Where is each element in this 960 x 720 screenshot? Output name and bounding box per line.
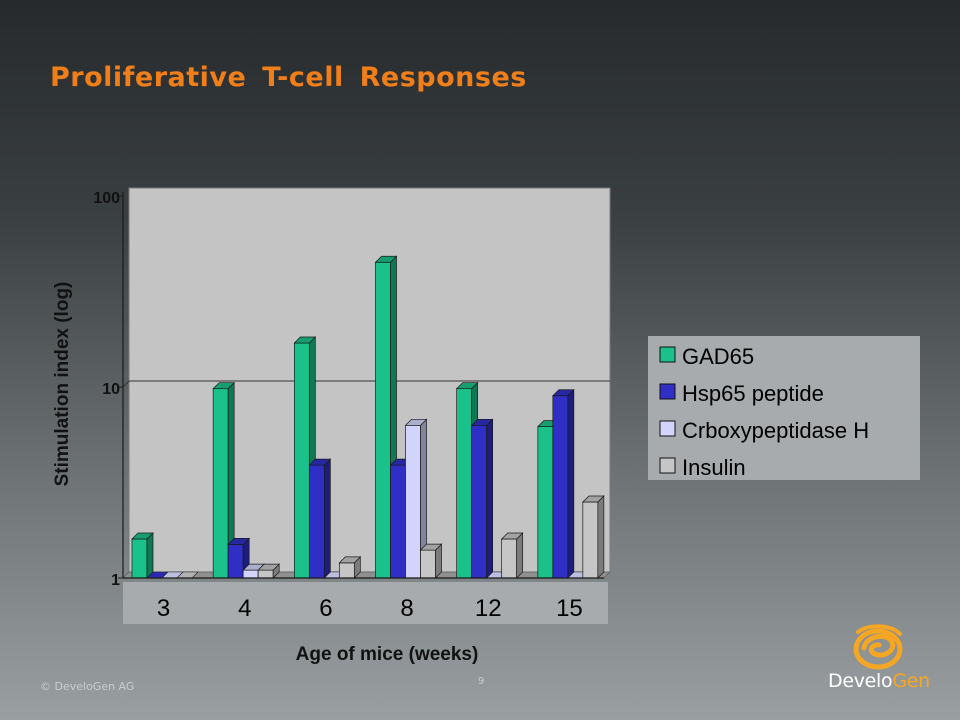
x-tick-label-4: 4	[238, 595, 251, 622]
y-tick-label-1: 1	[111, 572, 120, 589]
page-number: 9	[478, 676, 485, 687]
legend-label-insulin: Insulin	[682, 455, 746, 480]
legend-swatch-hsp65-peptide	[659, 383, 676, 400]
bar-insulin-12	[500, 532, 524, 579]
y-tick-label-10: 10	[102, 381, 120, 398]
legend-label-hsp65-peptide: Hsp65 peptide	[682, 381, 824, 406]
slide-title: Proliferative T-cell Responses	[50, 62, 527, 93]
logo-wordmark: DeveloGen	[828, 670, 930, 692]
y-tick-label-100: 100	[93, 190, 120, 207]
bar-insulin-6	[338, 556, 362, 579]
bar-insulin-4	[257, 563, 281, 579]
develogen-swirl-icon	[853, 624, 903, 670]
develogen-logo: DeveloGen	[828, 624, 930, 696]
bar-hsp65-peptide-4	[227, 537, 251, 579]
bar-insulin-15	[581, 495, 605, 579]
logo-suffix: Gen	[892, 670, 930, 692]
bar-crboxypeptidase-h-8	[404, 418, 428, 579]
bar-gad65-3	[131, 532, 154, 579]
bar-hsp65-peptide-15	[551, 388, 575, 579]
y-axis-title: Stimulation index (log)	[52, 282, 73, 487]
x-axis-title: Age of mice (weeks)	[296, 644, 479, 665]
bar-hsp65-peptide-12	[470, 418, 494, 579]
x-tick-label-15: 15	[556, 595, 583, 622]
legend-label-gad65: GAD65	[682, 344, 754, 369]
x-axis-band	[123, 582, 608, 624]
legend-swatch-gad65	[659, 346, 676, 363]
legend: GAD65 Hsp65 peptide Crboxypeptidase H Insul…	[648, 336, 920, 480]
plot-area	[121, 187, 612, 579]
axes: 1 10 100 3 4 6 8 12 15 Age of mice (weeks) Stimula…	[52, 190, 608, 665]
x-tick-label-8: 8	[400, 595, 413, 622]
logo-prefix: Develo	[828, 670, 893, 692]
x-tick-label-3: 3	[157, 595, 170, 622]
x-tick-label-6: 6	[319, 595, 332, 622]
legend-swatch-crboxypeptidase-h	[659, 420, 676, 437]
legend-swatch-insulin	[659, 457, 676, 474]
gridline-10-depth	[122, 380, 130, 388]
x-tick-label-12: 12	[475, 595, 502, 622]
legend-box	[648, 336, 920, 480]
bar-insulin-8	[419, 543, 443, 579]
legend-label-crboxypeptidase-h: Crboxypeptidase H	[682, 418, 869, 443]
bar-hsp65-peptide-6	[308, 458, 332, 579]
copyright-text: © DeveloGen AG	[40, 680, 135, 693]
